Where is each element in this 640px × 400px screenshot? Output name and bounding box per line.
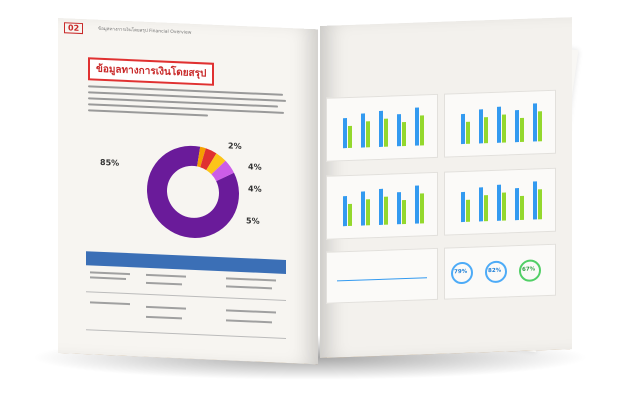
chart-bar xyxy=(366,121,370,148)
section-title: ข้อมูลทางการเงินโดยสรุป xyxy=(88,57,215,86)
chart-bar xyxy=(466,121,470,144)
donut-label: 85% xyxy=(100,157,120,168)
table-cell xyxy=(226,277,276,282)
chart-bar xyxy=(420,193,424,224)
chart-bar xyxy=(384,118,388,147)
table-cell xyxy=(146,273,186,278)
gauge-value: 82% xyxy=(488,267,502,275)
donut-slice xyxy=(147,145,239,238)
chart-bar xyxy=(366,199,370,226)
donut-chart xyxy=(147,145,239,238)
chart-bar xyxy=(520,117,524,143)
chart-bar xyxy=(379,110,383,147)
table-divider xyxy=(86,291,286,301)
donut-slice xyxy=(211,160,234,182)
timeline-line xyxy=(337,277,427,282)
chart-bar xyxy=(520,195,524,221)
table-divider xyxy=(86,329,286,339)
donut-slice xyxy=(197,146,206,168)
bar-chart-panel xyxy=(326,93,438,162)
page-section-number: 02 xyxy=(64,22,84,35)
table-cell xyxy=(226,319,272,323)
donut-label: 5% xyxy=(246,216,260,226)
table-cell xyxy=(90,301,130,305)
chart-bar xyxy=(402,199,406,225)
chart-bar xyxy=(384,196,388,225)
chart-bar xyxy=(497,106,501,143)
chart-bar xyxy=(479,187,483,222)
chart-bar xyxy=(484,117,488,144)
chart-bar xyxy=(538,111,542,142)
donut-label: 2% xyxy=(228,141,242,152)
summary-table xyxy=(86,251,286,340)
chart-bar xyxy=(343,118,347,149)
chart-bar xyxy=(415,107,419,146)
chart-bar xyxy=(397,114,401,147)
chart-bar xyxy=(538,189,542,220)
chart-bar xyxy=(415,185,419,224)
chart-bar xyxy=(361,113,365,148)
chart-bar xyxy=(348,125,352,149)
left-page: 02 ข้อมูลทางการเงินโดยสรุป Financial Ove… xyxy=(58,18,318,365)
table-cell xyxy=(90,276,126,280)
chart-bar xyxy=(379,188,383,225)
paragraph-line xyxy=(88,109,208,117)
timeline-panel xyxy=(326,247,438,304)
chart-bar xyxy=(533,181,537,220)
chart-bar xyxy=(461,191,465,223)
table-cell xyxy=(226,309,276,314)
bar-chart-panel xyxy=(444,167,556,236)
chart-bar xyxy=(502,114,506,143)
chart-bar xyxy=(397,192,401,225)
donut-slice xyxy=(200,148,217,171)
chart-bar xyxy=(479,109,483,144)
table-cell xyxy=(226,285,272,289)
chart-bar xyxy=(361,191,365,226)
bar-chart-panel xyxy=(444,89,556,158)
bar-chart-panel xyxy=(326,171,438,240)
table-cell xyxy=(146,315,182,319)
donut-label: 4% xyxy=(248,162,262,172)
chart-bar xyxy=(533,103,537,142)
page-header-text: ข้อมูลทางการเงินโดยสรุป Financial Overvi… xyxy=(98,26,192,36)
table-cell xyxy=(146,281,182,285)
gauge-panel: 79% 82% 67% xyxy=(444,243,556,300)
chart-bar xyxy=(348,203,352,227)
table-cell xyxy=(90,271,130,275)
table-header xyxy=(86,251,286,274)
gauge-value: 67% xyxy=(522,266,536,273)
gauge-value: 79% xyxy=(454,268,468,276)
table-cell xyxy=(146,305,186,310)
chart-bar xyxy=(497,184,501,221)
chart-bar xyxy=(502,192,506,221)
chart-bar xyxy=(515,188,519,221)
chart-bar xyxy=(420,115,424,146)
right-page: 79% 82% 67% xyxy=(320,17,572,359)
chart-bar xyxy=(484,195,488,222)
chart-bar xyxy=(515,110,519,143)
chart-bar xyxy=(461,113,465,145)
donut-slice xyxy=(206,153,226,175)
chart-bar xyxy=(402,121,406,147)
donut-label: 4% xyxy=(248,184,262,194)
chart-bar xyxy=(343,196,347,227)
chart-bar xyxy=(466,199,470,222)
